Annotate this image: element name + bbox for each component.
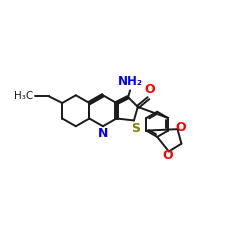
Text: H₃C: H₃C	[14, 91, 33, 101]
Text: S: S	[131, 122, 140, 136]
Text: NH₂: NH₂	[118, 76, 142, 88]
Text: N: N	[98, 127, 108, 140]
Text: O: O	[144, 83, 155, 96]
Text: O: O	[162, 149, 173, 162]
Text: O: O	[176, 121, 186, 134]
